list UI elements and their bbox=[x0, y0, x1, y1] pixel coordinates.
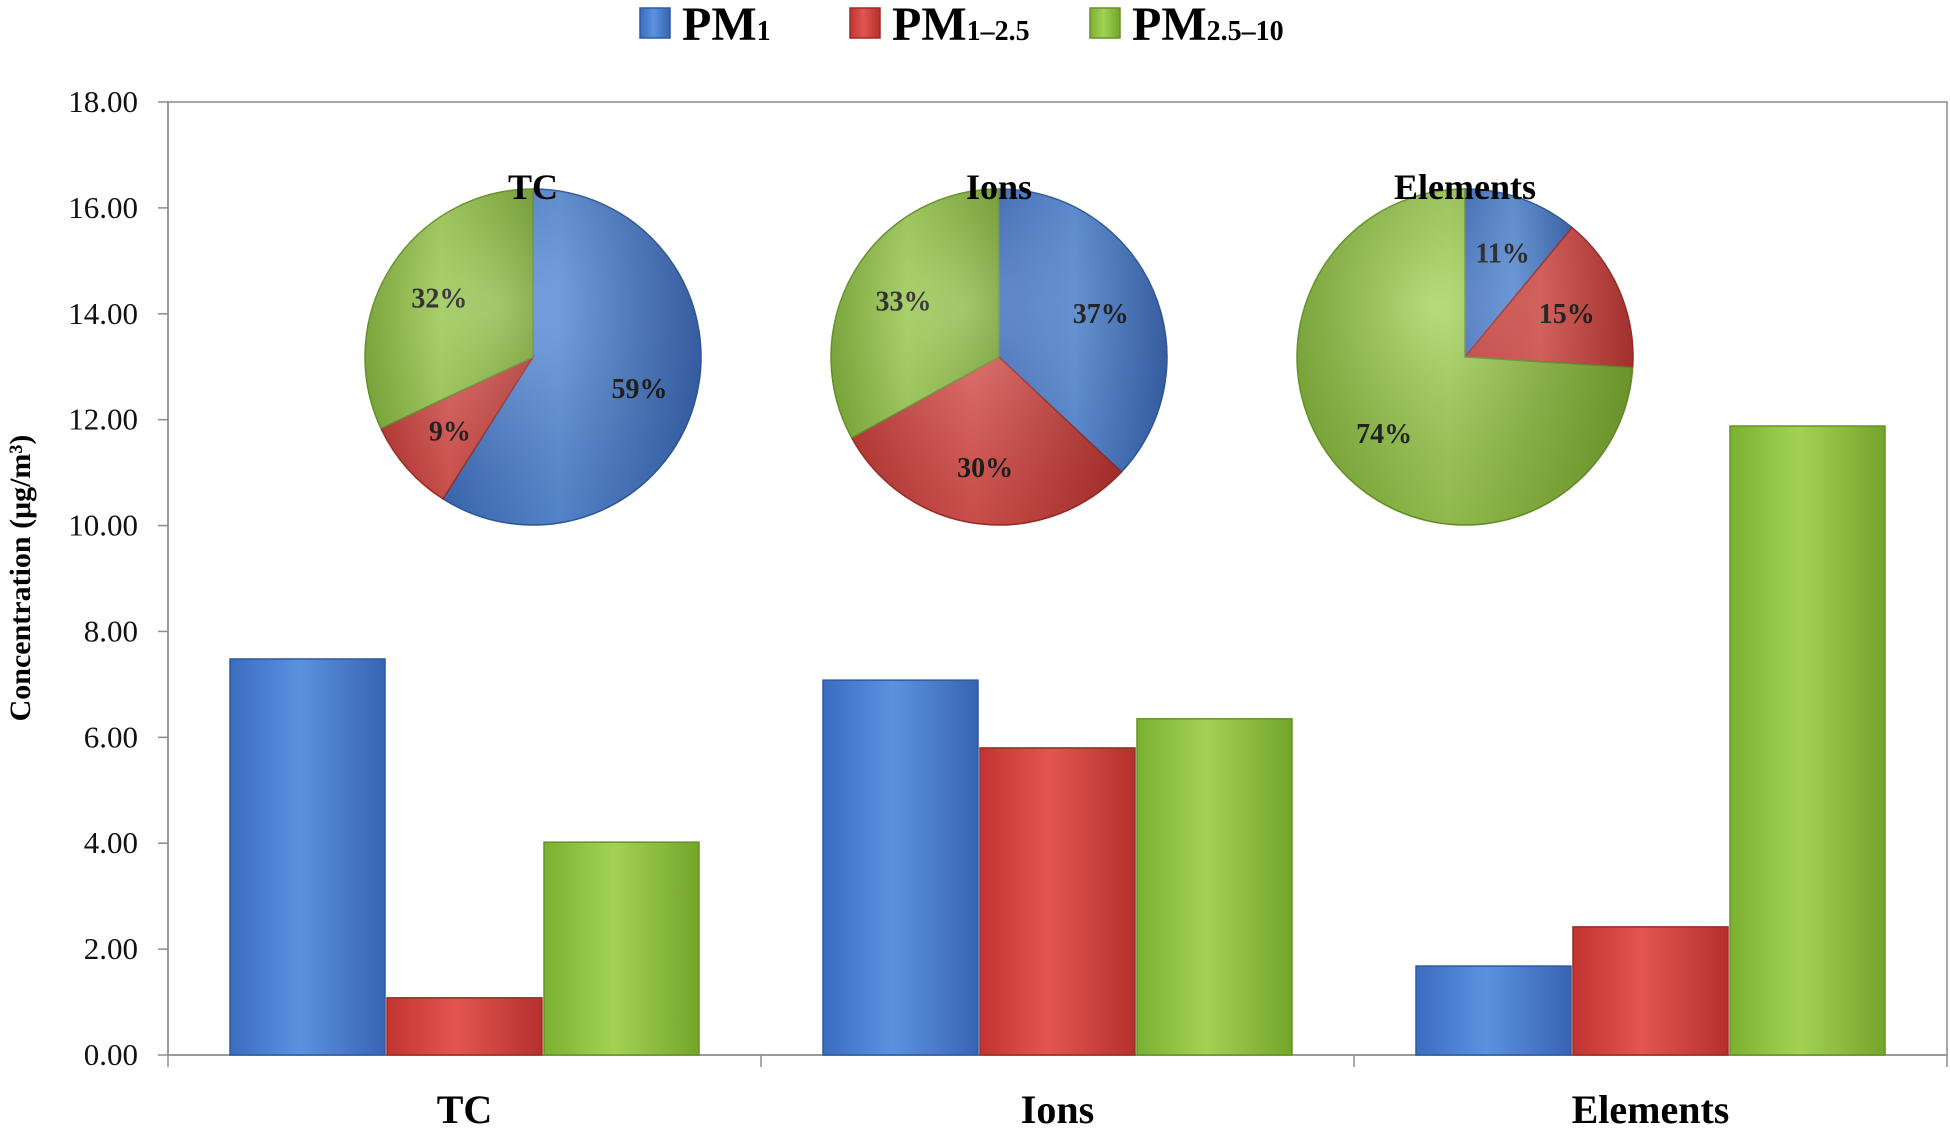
y-tick-label: 6.00 bbox=[84, 719, 138, 754]
pie-ions: 37% 30% 33% Ions bbox=[830, 167, 1168, 526]
bar-tc-series-2 bbox=[543, 841, 700, 1056]
legend-swatch-series-1 bbox=[849, 7, 881, 39]
y-tick-label: 2.00 bbox=[84, 931, 138, 966]
y-tick-label: 10.00 bbox=[68, 508, 138, 543]
legend-swatch-series-2 bbox=[1089, 7, 1121, 39]
bar-ions-series-0 bbox=[822, 679, 979, 1056]
legend-swatch-series-0 bbox=[639, 7, 671, 39]
y-tick-label: 4.00 bbox=[84, 825, 138, 860]
pie-slice-label: 33% bbox=[876, 287, 932, 318]
y-axis: 0.00 2.00 4.00 6.00 8.00 10.00 12.00 14.00 16.00… bbox=[68, 84, 169, 1072]
pie-slice-label: 74% bbox=[1356, 419, 1412, 450]
legend-label-main: PM bbox=[1132, 0, 1207, 51]
x-category-label: Elements bbox=[1572, 1087, 1730, 1129]
y-tick-label: 14.00 bbox=[68, 296, 138, 331]
legend-label-series-2: PM2.5–10 bbox=[1132, 0, 1284, 51]
pie-slice-label: 59% bbox=[611, 374, 667, 405]
pie-slice-label: 9% bbox=[429, 416, 471, 447]
pie-slice-label: 15% bbox=[1539, 299, 1595, 330]
bar-ions-series-2 bbox=[1136, 718, 1293, 1056]
pie-slice-label: 11% bbox=[1475, 239, 1529, 270]
y-tick-label: 18.00 bbox=[68, 84, 138, 119]
bar-series-group bbox=[229, 425, 1886, 1056]
bar-tc-series-0 bbox=[229, 658, 386, 1056]
x-category-label: Ions bbox=[1021, 1087, 1094, 1129]
y-tick-label: 0.00 bbox=[84, 1037, 138, 1072]
legend-label-series-0: PM1 bbox=[682, 0, 771, 51]
y-tick-label: 12.00 bbox=[68, 402, 138, 437]
legend-label-sub: 1–2.5 bbox=[967, 16, 1030, 47]
pie-slice-label: 37% bbox=[1073, 299, 1129, 330]
y-axis-title: Concentration (μg/m³) bbox=[4, 435, 37, 722]
legend-label-main: PM bbox=[892, 0, 967, 51]
bar-elements-series-2 bbox=[1729, 425, 1886, 1056]
pie-tc: 59% 9% 32% TC bbox=[364, 167, 702, 526]
legend-label-sub: 2.5–10 bbox=[1207, 16, 1284, 47]
bar-elements-series-0 bbox=[1415, 965, 1572, 1056]
pie-title: Ions bbox=[966, 167, 1032, 207]
legend: PM1 PM1–2.5 PM2.5–10 bbox=[639, 0, 1284, 51]
y-tick-label: 16.00 bbox=[68, 190, 138, 225]
pie-title: Elements bbox=[1394, 167, 1536, 207]
pie-slice-label: 30% bbox=[957, 453, 1013, 484]
x-category-label: TC bbox=[437, 1087, 493, 1129]
x-axis: TC Ions Elements bbox=[167, 1054, 1948, 1129]
pie-elements: 11% 15% 74% Elements bbox=[1296, 167, 1634, 526]
legend-label-series-1: PM1–2.5 bbox=[892, 0, 1030, 51]
pie-slice-label: 32% bbox=[411, 284, 467, 315]
bar-ions-series-1 bbox=[979, 747, 1136, 1056]
bar-elements-series-1 bbox=[1572, 926, 1729, 1056]
pie-title: TC bbox=[508, 167, 558, 207]
bar-tc-series-1 bbox=[386, 997, 543, 1056]
legend-label-sub: 1 bbox=[757, 16, 771, 47]
legend-label-main: PM bbox=[682, 0, 757, 51]
y-tick-label: 8.00 bbox=[84, 613, 138, 648]
pie-charts-group: 59% 9% 32% TC 37% 30% 33% Ions 11% 15% 74% Elements bbox=[364, 167, 1634, 526]
